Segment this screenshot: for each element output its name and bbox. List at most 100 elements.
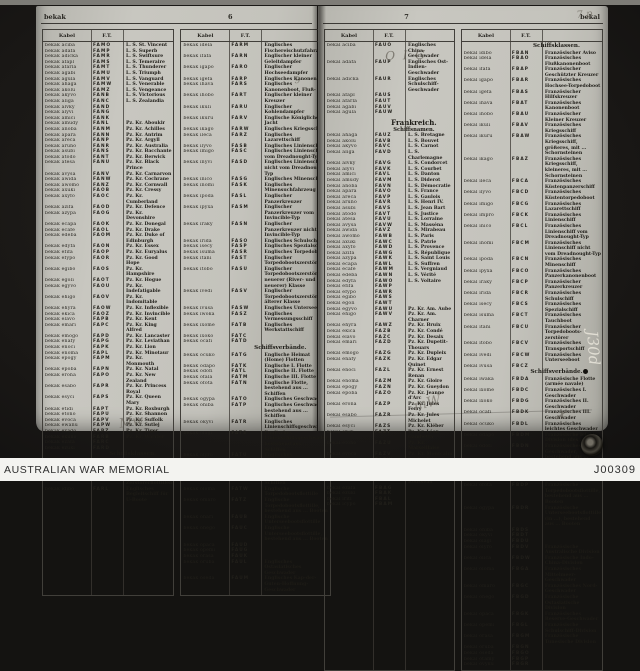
- kabel-codeword: bekak aliga: [45, 98, 74, 104]
- kabel-codeword: bekal awomo: [327, 233, 360, 239]
- code-row: bekal itani FBCU Französischer Torpedoboot…: [464, 325, 601, 342]
- entry-description: Pz. Kr. Euryalus: [126, 249, 168, 255]
- kabel-codeword: bekak aruno: [45, 143, 77, 149]
- entry-description: Pz. Kr. Condé: [408, 329, 443, 334]
- kabel-codeword: bekak omaro: [183, 498, 216, 503]
- entry-description: Pz. Kr. Shannon: [126, 412, 168, 418]
- entry-description: Französisches Küstenpanzerschiff: [544, 179, 595, 190]
- kabel-codeword: bekal epogy: [327, 384, 358, 390]
- ft-code: FATW: [231, 486, 249, 492]
- code-rows: bekal aciba FAUO Englisches China-Geschwad…: [325, 42, 454, 510]
- kabel-codeword: bekak iraky: [183, 222, 213, 227]
- code-row: bekak esabo FAPR Pz. Kr. Princess Royal: [45, 384, 172, 395]
- left-page: bekak 6 Kabel F.T. bekak aciba FAMO L. S. …: [36, 6, 332, 597]
- entry-description: Französisches Flußkanonenboot: [544, 56, 591, 67]
- ft-code: FAZL: [375, 368, 392, 374]
- kabel-codeword: bekak itobo: [183, 266, 213, 272]
- code-row: bekal itobo FBCV Französisches Transportsc…: [464, 341, 601, 352]
- kabel-codeword: bekal oloma: [463, 567, 495, 573]
- entry-description: L. S. Paris: [408, 233, 434, 239]
- ft-code: FAOB: [93, 188, 111, 194]
- right-page: 7 bekal Kabel F.T. bekal aciba FAUO Englis…: [318, 6, 608, 671]
- code-row: bekak olagi FATS Englisches Linienschiffsg…: [183, 431, 329, 453]
- entry-description: Pz. Kr. Edgar Quinet: [408, 356, 442, 368]
- entry-description: Pz. Kr. Minotaur: [126, 350, 169, 356]
- code-row: bekak ihobo FART Englischer kleiner Kreuze…: [183, 93, 329, 104]
- ft-code: FASZ: [231, 311, 248, 317]
- entry-description: Pz. Kr. Berwick: [126, 154, 166, 160]
- code-row: bekak agabi FAMU L. S. Triumph: [45, 71, 172, 77]
- entry-description: Pz. Kr. Cumberland: [126, 194, 158, 205]
- ft-code: FAVO: [375, 189, 392, 195]
- code-row: bekal efypo FAWR: [327, 290, 453, 296]
- code-row: bekal edyfa FAWO L. S. Voltaire: [327, 279, 453, 285]
- code-row: bekak omaro FATZ Englische Torpedobootsflo…: [183, 498, 329, 515]
- ft-code: FARO: [231, 65, 249, 71]
- kabel-codeword: bekal ivusa: [463, 363, 493, 369]
- ft-code: FAVN: [375, 183, 392, 189]
- ft-code: FAZD: [375, 340, 392, 346]
- entry-description: L. S. France: [408, 189, 439, 195]
- code-row: bekal idela FBAO Französisches Flußkanonen…: [464, 56, 601, 67]
- kabel-codeword: bekak olyro: [183, 453, 213, 459]
- kabel-codeword: bekak ixome: [183, 322, 215, 328]
- code-row: bekak ezuki FARD: [45, 446, 172, 452]
- code-row: bekak oseda FAUM Englisches Kap-der-Guten-…: [183, 576, 329, 593]
- ft-code: FBAZ: [511, 156, 529, 162]
- code-row: bekak isuma FASR Englisches Torpedoboot: [183, 250, 329, 256]
- ft-code: FATL: [231, 369, 247, 375]
- kabel-codeword: bekal odapo: [463, 432, 495, 438]
- ft-code: FAWC: [375, 239, 393, 245]
- ft-code: FANK: [93, 115, 111, 121]
- section-header: Schiffsverbände.: [530, 369, 583, 376]
- entry-description: Französisches Spezialschiff: [544, 302, 582, 313]
- ft-code: FATO: [231, 397, 248, 403]
- code-row: bekak aciba FAMO L. S. St. Vincent: [45, 43, 172, 49]
- entry-description: Französisches Minenschiff: [544, 257, 582, 269]
- entry-description: Englischer Hochseedampfer: [264, 65, 308, 76]
- ft-code: FAPM: [93, 356, 111, 362]
- code-row: bekal axuki FAWC L. S. Patrie: [327, 240, 453, 246]
- entry-description: Pz. Kr. Argyll: [126, 138, 160, 144]
- entry-description: Englisches Linienschiffsgeschwader, best…: [264, 430, 330, 453]
- entry-description: Englische Flotte, bestehend aus ... Schi…: [264, 380, 308, 397]
- ft-code: FARP: [231, 76, 249, 82]
- ft-code: FAOD: [93, 205, 111, 211]
- entry-description: Pz. Kr. Am. Aube: [408, 306, 452, 312]
- ft-code: FAUZ: [375, 133, 392, 139]
- kabel-codeword: bekak etidi: [45, 406, 74, 412]
- code-row: bekak ofala FATM Englische III. Flotte: [183, 375, 329, 381]
- ft-code: FARM: [231, 43, 250, 48]
- code-row: bekal elavo FAZC Pz. Kr. Desaix: [327, 335, 453, 341]
- code-row: bekal inico FBCL Französisches Linienschif…: [464, 224, 601, 241]
- ft-code: FAWP: [375, 284, 393, 290]
- entry-description: Pz. Kr. Essex: [126, 244, 159, 250]
- kabel-codeword: bekak azypa: [45, 210, 77, 216]
- ft-column-header: F.T.: [102, 32, 112, 39]
- code-row: bekal aruno FAVR L. S. Henri IV.: [327, 200, 453, 206]
- code-row: bekak ikuli FARU Englischer Kohlendampfer: [183, 105, 329, 116]
- section-header: Schiffsklassen.: [533, 43, 580, 49]
- ft-code: FARL: [93, 486, 110, 492]
- entry-description: Pz. Kr. Kléber: [408, 424, 444, 430]
- code-row: bekal onego FBGD Französische Ostasiatisch…: [464, 595, 601, 612]
- entry-description: Pz. Kr. Defence: [126, 205, 166, 211]
- entry-description: Pz. Kr. Antrim: [126, 132, 163, 138]
- ft-code: FAZV: [375, 452, 392, 458]
- ft-code: FAMU: [93, 70, 111, 76]
- kabel-codeword: bekak egibo: [45, 266, 76, 272]
- entry-description: Französisches Transportschiff: [544, 341, 585, 352]
- kabel-codeword: bekak exuno: [45, 434, 77, 440]
- ft-code: FAUR: [375, 76, 392, 82]
- entry-description: Pz. Kr. Kent: [126, 317, 157, 323]
- ft-code: FAVK: [375, 166, 392, 172]
- kabel-codeword: bekak okyvi: [183, 419, 214, 425]
- ft-code: FAZN: [375, 384, 392, 390]
- ft-code: FBCN: [511, 257, 530, 263]
- code-row: bekak itani FAST Englischer Torpedobootsze…: [183, 256, 329, 267]
- code-row: bekal ivusa FBCZ: [464, 364, 601, 370]
- ft-code: FAWR: [375, 289, 394, 295]
- ft-code: FBAN: [511, 50, 530, 56]
- ft-column-header: F.T.: [240, 32, 251, 39]
- code-row: bekak itobo FASU Englischer Torpedobootsze…: [183, 267, 329, 289]
